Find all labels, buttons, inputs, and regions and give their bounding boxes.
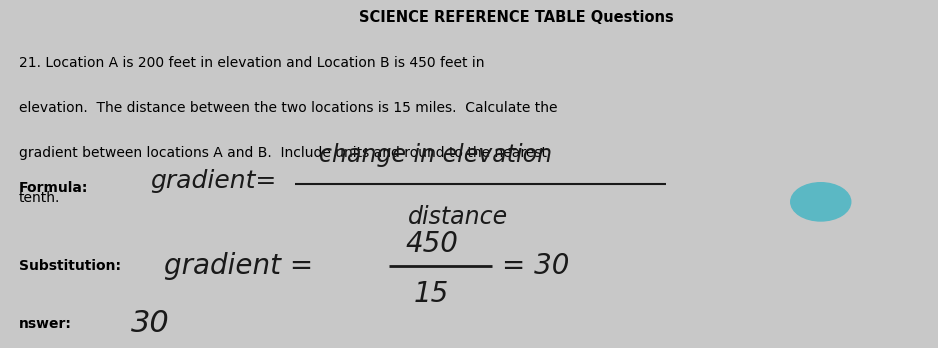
Text: 30: 30 — [131, 309, 170, 338]
Text: gradient =: gradient = — [164, 252, 313, 280]
Text: 15: 15 — [414, 280, 449, 308]
Text: gradient=: gradient= — [150, 169, 277, 193]
Text: Substitution:: Substitution: — [19, 259, 121, 273]
Text: elevation.  The distance between the two locations is 15 miles.  Calculate the: elevation. The distance between the two … — [19, 101, 557, 115]
Text: = 30: = 30 — [502, 252, 569, 280]
Text: Formula:: Formula: — [19, 181, 88, 195]
Text: gradient between locations A and B.  Include units and round to the nearest: gradient between locations A and B. Incl… — [19, 146, 547, 160]
Text: distance: distance — [408, 206, 508, 229]
Text: 21. Location A is 200 feet in elevation and Location B is 450 feet in: 21. Location A is 200 feet in elevation … — [19, 56, 484, 70]
Ellipse shape — [791, 183, 851, 221]
Text: change in elevation: change in elevation — [319, 143, 552, 167]
Text: 450: 450 — [405, 230, 458, 258]
Text: nswer:: nswer: — [19, 317, 71, 331]
Text: tenth.: tenth. — [19, 191, 60, 205]
Text: SCIENCE REFERENCE TABLE Questions: SCIENCE REFERENCE TABLE Questions — [358, 10, 673, 25]
